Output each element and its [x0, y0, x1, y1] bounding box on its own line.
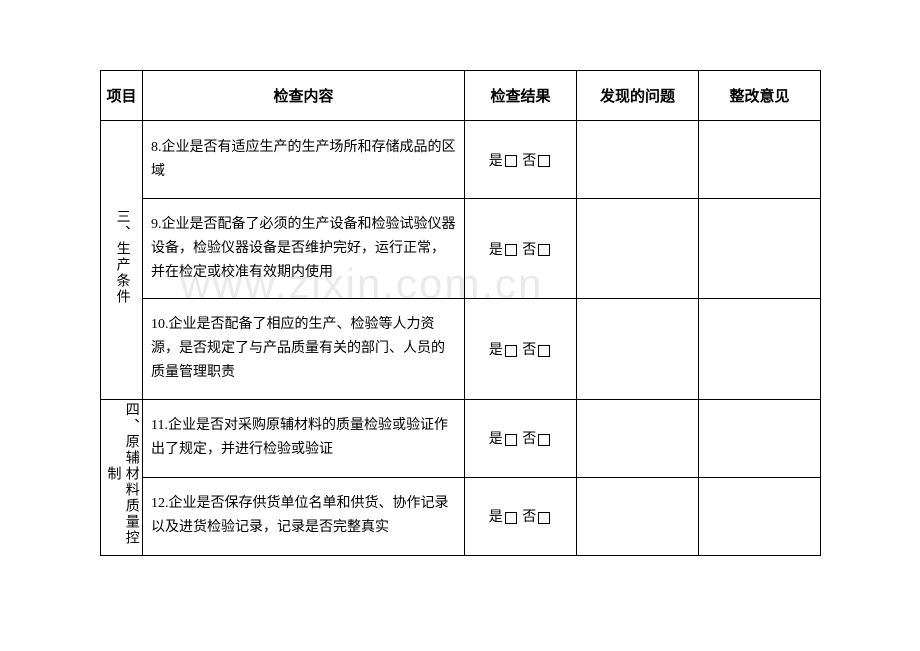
category-cell-materials: 四、原辅材料质量控制 [101, 399, 143, 555]
opinion-cell [699, 199, 821, 299]
opinion-cell [699, 299, 821, 399]
checkbox-yes[interactable] [505, 512, 517, 524]
opinion-cell [699, 121, 821, 199]
result-cell: 是 否 [465, 399, 577, 477]
header-result: 检查结果 [465, 71, 577, 121]
table-row: 三、生产条件 8.企业是否有适应生产的生产场所和存储成品的区域 是 否 [101, 121, 821, 199]
category-label: 四、原辅材料质量控制 [103, 401, 139, 548]
problem-cell [577, 477, 699, 555]
header-content: 检查内容 [143, 71, 465, 121]
content-cell: 12.企业是否保存供货单位名单和供货、协作记录以及进货检验记录，记录是否完整真实 [143, 477, 465, 555]
no-label: 否 [522, 510, 536, 525]
yes-label: 是 [489, 243, 503, 258]
table-row: 12.企业是否保存供货单位名单和供货、协作记录以及进货检验记录，记录是否完整真实… [101, 477, 821, 555]
header-problem: 发现的问题 [577, 71, 699, 121]
yes-label: 是 [489, 154, 503, 169]
content-cell: 9.企业是否配备了必须的生产设备和检验试验仪器设备，检验仪器设备是否维护完好，运… [143, 199, 465, 299]
problem-cell [577, 121, 699, 199]
checkbox-no[interactable] [538, 512, 550, 524]
result-cell: 是 否 [465, 299, 577, 399]
checkbox-yes[interactable] [505, 345, 517, 357]
problem-cell [577, 199, 699, 299]
problem-cell [577, 399, 699, 477]
checkbox-no[interactable] [538, 345, 550, 357]
table-row: 9.企业是否配备了必须的生产设备和检验试验仪器设备，检验仪器设备是否维护完好，运… [101, 199, 821, 299]
category-label: 三、生产条件 [112, 209, 130, 305]
no-label: 否 [522, 343, 536, 358]
checkbox-no[interactable] [538, 155, 550, 167]
checkbox-yes[interactable] [505, 155, 517, 167]
opinion-cell [699, 477, 821, 555]
table-header-row: 项目 检查内容 检查结果 发现的问题 整改意见 [101, 71, 821, 121]
yes-label: 是 [489, 432, 503, 447]
no-label: 否 [522, 154, 536, 169]
inspection-table-container: 项目 检查内容 检查结果 发现的问题 整改意见 三、生产条件 8.企业是否有适应… [100, 70, 820, 556]
table-row: 四、原辅材料质量控制 11.企业是否对采购原辅材料的质量检验或验证作出了规定，并… [101, 399, 821, 477]
checkbox-no[interactable] [538, 244, 550, 256]
content-cell: 11.企业是否对采购原辅材料的质量检验或验证作出了规定，并进行检验或验证 [143, 399, 465, 477]
header-category: 项目 [101, 71, 143, 121]
category-cell-production: 三、生产条件 [101, 121, 143, 400]
checkbox-yes[interactable] [505, 244, 517, 256]
result-cell: 是 否 [465, 477, 577, 555]
checkbox-yes[interactable] [505, 434, 517, 446]
content-cell: 10.企业是否配备了相应的生产、检验等人力资源，是否规定了与产品质量有关的部门、… [143, 299, 465, 399]
table-row: 10.企业是否配备了相应的生产、检验等人力资源，是否规定了与产品质量有关的部门、… [101, 299, 821, 399]
content-cell: 8.企业是否有适应生产的生产场所和存储成品的区域 [143, 121, 465, 199]
no-label: 否 [522, 432, 536, 447]
header-opinion: 整改意见 [699, 71, 821, 121]
yes-label: 是 [489, 343, 503, 358]
checkbox-no[interactable] [538, 434, 550, 446]
problem-cell [577, 299, 699, 399]
opinion-cell [699, 399, 821, 477]
result-cell: 是 否 [465, 121, 577, 199]
no-label: 否 [522, 243, 536, 258]
inspection-table: 项目 检查内容 检查结果 发现的问题 整改意见 三、生产条件 8.企业是否有适应… [100, 70, 821, 556]
yes-label: 是 [489, 510, 503, 525]
result-cell: 是 否 [465, 199, 577, 299]
